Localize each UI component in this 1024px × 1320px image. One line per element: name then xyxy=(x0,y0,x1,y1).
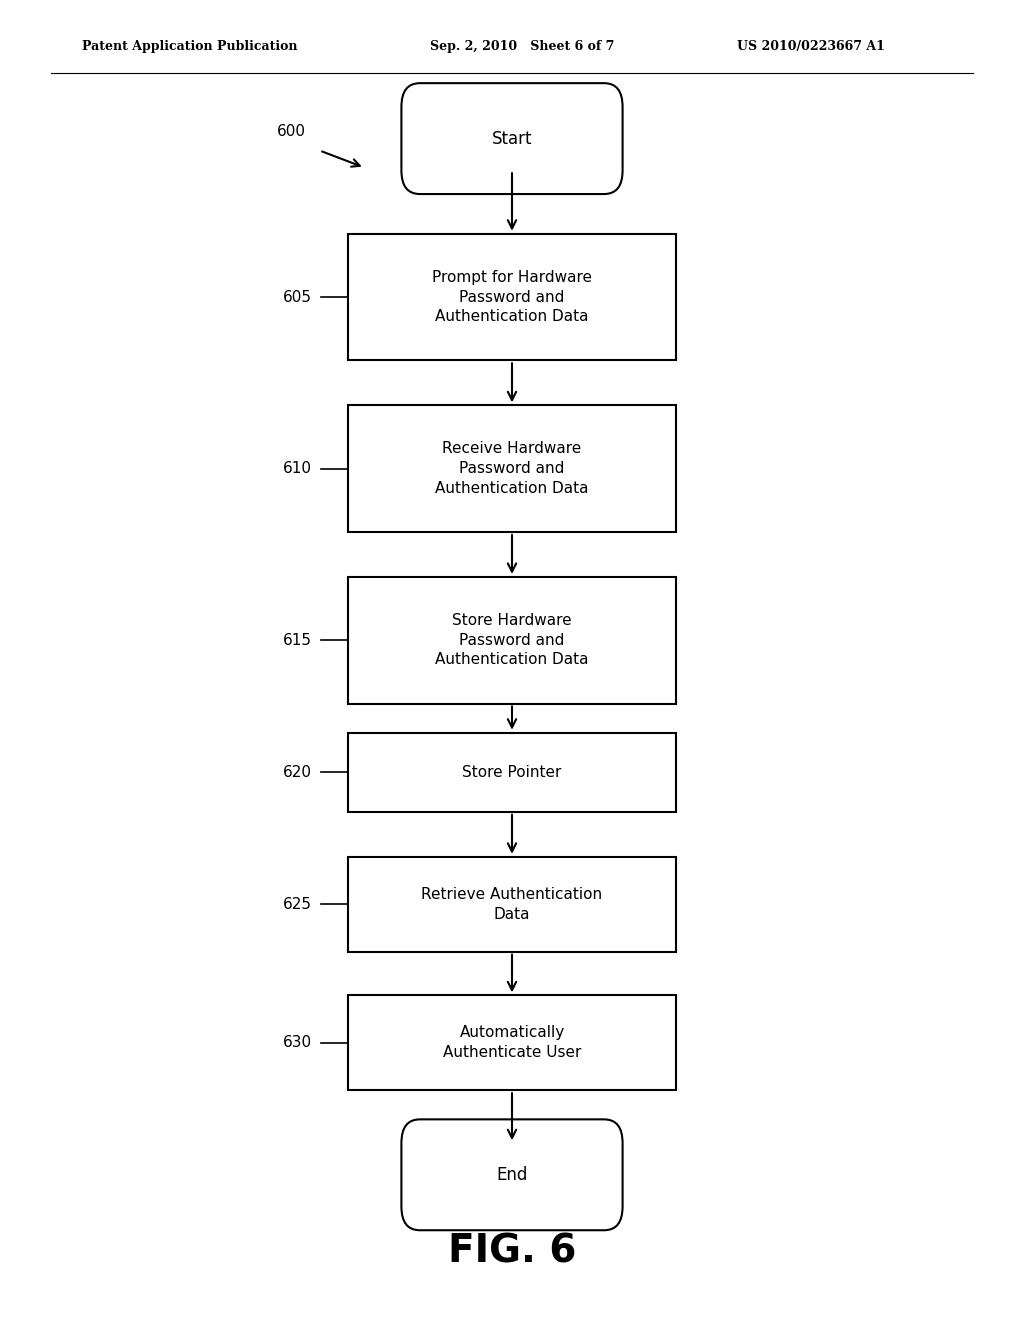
Text: Retrieve Authentication
Data: Retrieve Authentication Data xyxy=(422,887,602,921)
Bar xyxy=(348,995,676,1090)
Bar xyxy=(348,857,676,952)
Text: Automatically
Authenticate User: Automatically Authenticate User xyxy=(442,1026,582,1060)
Text: End: End xyxy=(497,1166,527,1184)
Bar xyxy=(348,577,676,704)
Text: US 2010/0223667 A1: US 2010/0223667 A1 xyxy=(737,40,885,53)
Text: 610: 610 xyxy=(284,461,312,477)
Bar xyxy=(348,733,676,812)
Text: 620: 620 xyxy=(284,764,312,780)
Text: Start: Start xyxy=(492,129,532,148)
Text: Patent Application Publication: Patent Application Publication xyxy=(82,40,297,53)
Text: 605: 605 xyxy=(284,289,312,305)
Text: 625: 625 xyxy=(284,896,312,912)
Text: 630: 630 xyxy=(284,1035,312,1051)
Text: Store Hardware
Password and
Authentication Data: Store Hardware Password and Authenticati… xyxy=(435,612,589,668)
Text: Prompt for Hardware
Password and
Authentication Data: Prompt for Hardware Password and Authent… xyxy=(432,269,592,325)
Text: Store Pointer: Store Pointer xyxy=(462,764,562,780)
FancyBboxPatch shape xyxy=(401,83,623,194)
Bar xyxy=(348,234,676,360)
Text: 615: 615 xyxy=(284,632,312,648)
Bar xyxy=(348,405,676,532)
Text: Receive Hardware
Password and
Authentication Data: Receive Hardware Password and Authentica… xyxy=(435,441,589,496)
FancyBboxPatch shape xyxy=(401,1119,623,1230)
Text: 600: 600 xyxy=(278,124,306,140)
Text: FIG. 6: FIG. 6 xyxy=(447,1233,577,1270)
Text: Sep. 2, 2010   Sheet 6 of 7: Sep. 2, 2010 Sheet 6 of 7 xyxy=(430,40,614,53)
